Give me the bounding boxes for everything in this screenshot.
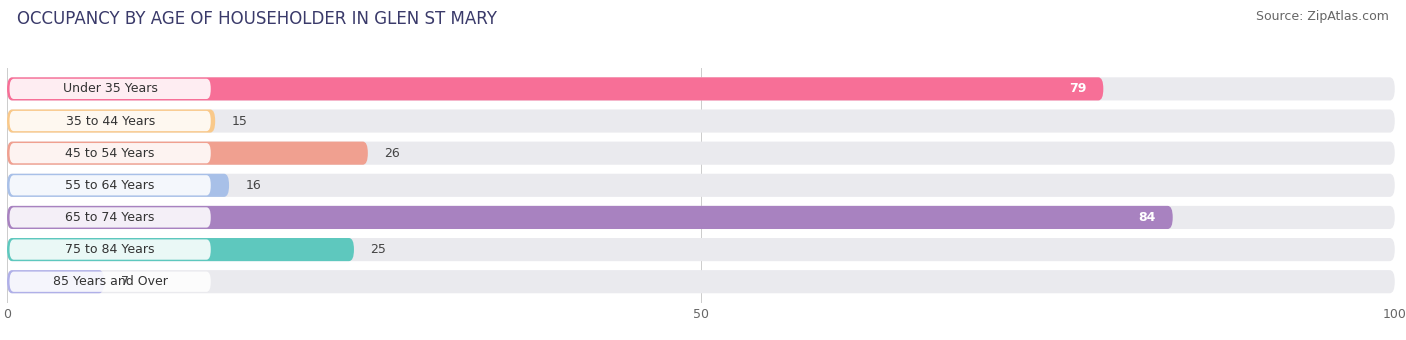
FancyBboxPatch shape — [10, 111, 211, 131]
FancyBboxPatch shape — [7, 174, 229, 197]
Text: Source: ZipAtlas.com: Source: ZipAtlas.com — [1256, 10, 1389, 23]
FancyBboxPatch shape — [10, 143, 211, 163]
Text: 26: 26 — [384, 147, 401, 160]
Text: 16: 16 — [246, 179, 262, 192]
FancyBboxPatch shape — [7, 77, 1395, 100]
FancyBboxPatch shape — [7, 109, 1395, 133]
Text: 55 to 64 Years: 55 to 64 Years — [66, 179, 155, 192]
FancyBboxPatch shape — [7, 141, 368, 165]
Text: 35 to 44 Years: 35 to 44 Years — [66, 115, 155, 128]
FancyBboxPatch shape — [7, 238, 354, 261]
Text: OCCUPANCY BY AGE OF HOUSEHOLDER IN GLEN ST MARY: OCCUPANCY BY AGE OF HOUSEHOLDER IN GLEN … — [17, 10, 496, 28]
FancyBboxPatch shape — [7, 109, 215, 133]
FancyBboxPatch shape — [7, 270, 104, 293]
FancyBboxPatch shape — [7, 238, 1395, 261]
FancyBboxPatch shape — [7, 206, 1395, 229]
Text: 25: 25 — [371, 243, 387, 256]
Text: 15: 15 — [232, 115, 247, 128]
Text: 65 to 74 Years: 65 to 74 Years — [66, 211, 155, 224]
FancyBboxPatch shape — [7, 77, 1104, 100]
Text: 7: 7 — [121, 275, 129, 288]
Text: Under 35 Years: Under 35 Years — [63, 82, 157, 96]
FancyBboxPatch shape — [10, 239, 211, 260]
FancyBboxPatch shape — [10, 207, 211, 227]
FancyBboxPatch shape — [10, 272, 211, 292]
FancyBboxPatch shape — [7, 206, 1173, 229]
Text: 85 Years and Over: 85 Years and Over — [52, 275, 167, 288]
FancyBboxPatch shape — [7, 141, 1395, 165]
Text: 79: 79 — [1070, 82, 1087, 96]
Text: 75 to 84 Years: 75 to 84 Years — [66, 243, 155, 256]
Text: 84: 84 — [1139, 211, 1156, 224]
FancyBboxPatch shape — [7, 270, 1395, 293]
FancyBboxPatch shape — [7, 174, 1395, 197]
FancyBboxPatch shape — [10, 175, 211, 195]
FancyBboxPatch shape — [10, 79, 211, 99]
Text: 45 to 54 Years: 45 to 54 Years — [66, 147, 155, 160]
